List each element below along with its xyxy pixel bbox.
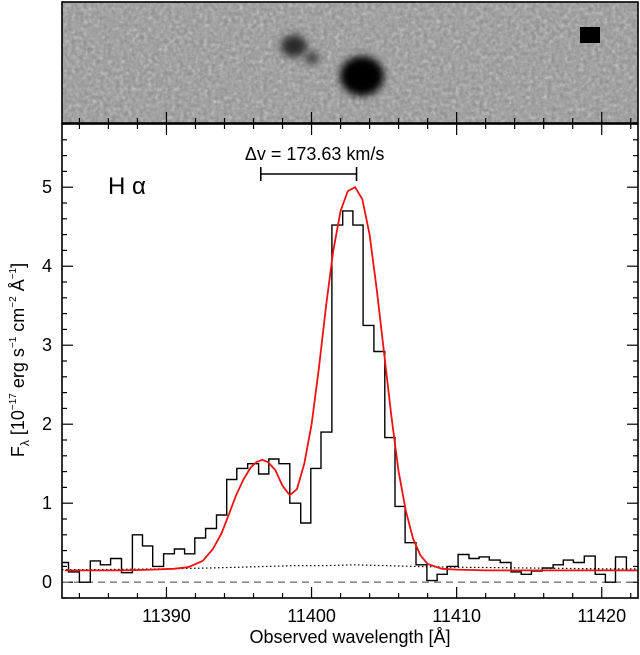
y-tick-label: 5 xyxy=(42,177,52,197)
y-tick-label: 4 xyxy=(42,256,52,276)
x-tick-label: 11400 xyxy=(287,606,336,626)
hot-pixel xyxy=(580,27,600,43)
y-tick-label: 1 xyxy=(42,493,52,513)
y-tick-label: 3 xyxy=(42,335,52,355)
error-spectrum-series xyxy=(62,564,638,571)
secondary-emission-blob xyxy=(281,35,307,57)
plot-frame xyxy=(61,123,639,599)
x-tick-label: 11390 xyxy=(142,606,191,626)
y-axis-label: Fλ [10−17 erg s−1 cm−2 Å−1] xyxy=(8,263,32,457)
image-frame xyxy=(61,1,639,124)
axis-ticks xyxy=(62,112,638,599)
y-tick-label: 0 xyxy=(42,572,52,592)
velocity-offset-label: Δv = 173.63 km/s xyxy=(245,144,385,164)
x-axis-label: Observed wavelength [Å] xyxy=(249,627,450,647)
velocity-offset-annotation: Δv = 173.63 km/s xyxy=(245,144,385,181)
tick-labels: 11390 11400 11410 11420 0 1 2 3 4 5 xyxy=(42,177,626,626)
x-tick-label: 11420 xyxy=(577,606,626,626)
observed-spectrum-series xyxy=(62,210,638,583)
two-d-spectrum-panel xyxy=(62,2,638,123)
line-label: H α xyxy=(108,173,146,200)
primary-emission-blob xyxy=(340,56,384,96)
y-tick-label: 2 xyxy=(42,414,52,434)
gaussian-fit-series xyxy=(64,186,638,572)
faint-emission-blob xyxy=(305,52,319,64)
x-tick-label: 11410 xyxy=(432,606,481,626)
